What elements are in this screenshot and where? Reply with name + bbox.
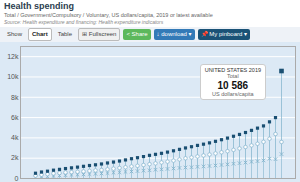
html-text:⊞ Fullscreen: ⊞ Fullscreen — [82, 31, 117, 37]
html-text:↓ download ▾: ↓ download ▾ — [156, 31, 192, 37]
html-text:10 586: 10 586 — [217, 79, 249, 91]
html-text:Total: Total — [227, 73, 239, 80]
svg-text:8k: 8k — [11, 94, 19, 101]
html-text:UNITED STATES 2019: UNITED STATES 2019 — [204, 67, 261, 73]
svg-text:4k: 4k — [11, 134, 19, 141]
html-text:Chart: Chart — [32, 31, 48, 37]
html-text:Source: Health expenditure and: Source: Health expenditure and financing… — [4, 19, 164, 25]
svg-text:10k: 10k — [7, 73, 19, 80]
svg-text:2k: 2k — [11, 154, 19, 161]
html-text:📌 My pinboard ▾: 📌 My pinboard ▾ — [200, 31, 247, 37]
html-text:Health spending: Health spending — [4, 1, 74, 11]
svg-text:0: 0 — [15, 175, 19, 182]
html-text:Total / Government/Compulsory: Total / Government/Compulsory / Voluntar… — [4, 12, 213, 18]
svg-text:12k: 12k — [7, 53, 19, 60]
html-text:Table: Table — [57, 31, 72, 37]
html-text:Show: Show — [7, 31, 22, 37]
html-text:US dollars/capita: US dollars/capita — [212, 91, 254, 98]
svg-text:6k: 6k — [11, 114, 19, 121]
html-text:< Share: < Share — [126, 31, 148, 37]
